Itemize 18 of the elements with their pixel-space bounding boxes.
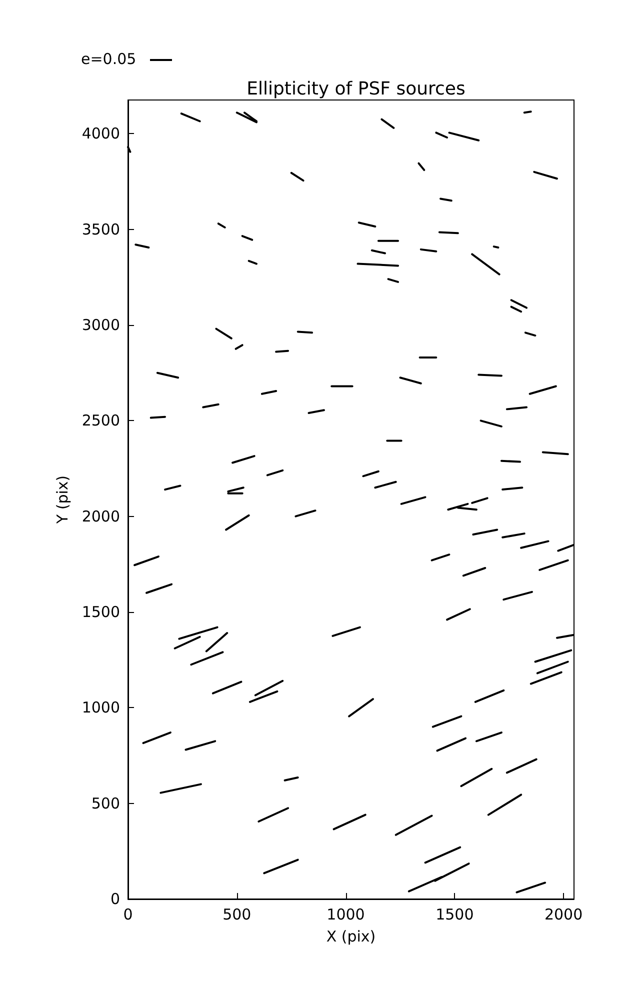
y-tick-label: 4000: [82, 124, 120, 143]
x-axis-title: X (pix): [326, 928, 376, 946]
y-tick-label: 1000: [82, 698, 120, 717]
y-tick-label: 1500: [82, 603, 120, 622]
x-tick-label: 2000: [544, 906, 583, 924]
y-axis-title: Y (pix): [54, 475, 72, 525]
x-tick-label: 0: [123, 906, 133, 924]
x-tick-label: 1000: [326, 906, 365, 924]
y-tick-label: 3500: [82, 220, 120, 238]
x-tick-label: 500: [222, 906, 252, 924]
y-tick-label: 3000: [82, 316, 120, 334]
y-tick-label: 500: [91, 794, 120, 812]
y-tick-label: 0: [110, 890, 120, 908]
text: e=0.05: [81, 50, 136, 68]
y-tick-label: 2000: [82, 507, 120, 526]
y-tick-label: 2500: [82, 412, 120, 430]
chart-title: Ellipticity of PSF sources: [246, 78, 466, 100]
x-tick-label: 1500: [436, 906, 474, 924]
